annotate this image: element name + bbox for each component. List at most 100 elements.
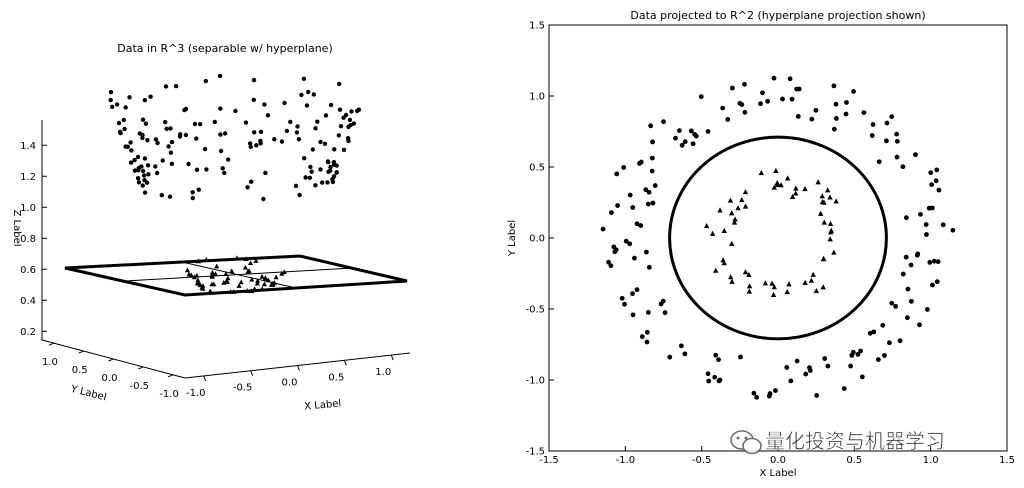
data-point-circle-3d: [308, 164, 313, 170]
data-point-circle: [940, 222, 946, 228]
data-point-circle: [630, 205, 636, 210]
data-point-circle-3d: [183, 132, 189, 138]
data-point-circle: [831, 83, 837, 89]
data-point-circle: [887, 340, 892, 346]
data-point-circle-3d: [190, 195, 195, 201]
data-point-circle: [929, 205, 935, 211]
data-point-circle: [606, 259, 611, 265]
z-tick-label: 1.0: [20, 203, 36, 214]
y-tick-mark: [167, 374, 174, 378]
data-point-circle-3d: [121, 117, 127, 123]
data-point-circle-3d: [140, 168, 146, 174]
data-point-triangle-3d: [191, 274, 197, 280]
data-point-triangle-3d: [242, 264, 248, 270]
z-tick-label: 0.8: [20, 234, 36, 245]
data-point-circle-3d: [135, 154, 141, 160]
data-point-circle: [923, 222, 929, 227]
data-point-circle: [706, 378, 712, 384]
z-ticks: 0.2 0.4 0.6 0.8 1.0 1.2 1.4: [20, 141, 47, 338]
data-point-triangle: [810, 271, 816, 277]
data-point-circle-3d: [160, 158, 165, 163]
data-point-circle: [803, 371, 809, 377]
x-tick-mark: [343, 360, 347, 366]
data-point-circle: [950, 227, 956, 233]
data-point-circle: [908, 262, 914, 268]
data-point-triangle: [821, 199, 827, 205]
x-tick-label: -1.5: [539, 455, 559, 466]
data-point-circle: [855, 351, 861, 357]
data-point-circle: [716, 357, 721, 363]
data-point-circle-3d: [108, 97, 113, 103]
data-point-triangle: [821, 219, 827, 225]
data-point-circle: [612, 249, 618, 255]
data-point-circle: [914, 252, 920, 258]
data-point-triangle: [827, 229, 834, 235]
data-point-circle: [789, 96, 795, 102]
data-point-circle-3d: [288, 119, 293, 125]
data-point-circle: [884, 120, 890, 126]
data-point-triangle: [732, 216, 738, 222]
data-point-triangle: [819, 193, 825, 199]
data-point-circle: [737, 100, 743, 106]
data-point-circle-3d: [123, 144, 128, 149]
x-tick-label: 1.0: [375, 367, 391, 378]
x-tick-mark: [250, 370, 254, 376]
y-tick-label: -1.0: [525, 376, 545, 387]
data-point-triangle: [762, 280, 769, 286]
data-point-circle-3d: [168, 150, 174, 155]
data-point-circle: [690, 141, 696, 147]
data-point-circle: [784, 365, 790, 370]
data-point-circle-3d: [247, 141, 253, 146]
data-point-circle-3d: [129, 148, 134, 153]
x-tick-label: -1.0: [616, 455, 636, 466]
data-point-circle: [645, 201, 651, 207]
data-point-circle-3d: [218, 106, 223, 111]
data-point-circle-3d: [294, 130, 300, 135]
data-point-triangle: [746, 283, 753, 289]
data-point-circle: [903, 254, 909, 260]
data-point-circle: [882, 353, 887, 358]
series-circles-2d: [600, 75, 956, 400]
data-point-circle-3d: [117, 129, 123, 134]
data-point-circle-3d: [127, 95, 132, 100]
data-point-triangle: [721, 260, 727, 266]
data-point-circle: [796, 86, 802, 92]
data-point-circle-3d: [332, 147, 337, 152]
data-point-circle: [751, 390, 757, 396]
data-point-circle: [637, 161, 642, 166]
data-point-circle: [725, 117, 731, 122]
data-point-circle: [813, 107, 819, 113]
x-tick-label: -0.5: [233, 383, 253, 394]
data-point-circle-3d: [145, 163, 151, 168]
data-point-triangle: [731, 219, 738, 225]
data-point-circle: [875, 357, 881, 362]
data-point-triangle-3d: [253, 258, 259, 263]
data-point-circle: [658, 301, 664, 307]
data-point-circle-3d: [173, 83, 179, 89]
data-point-circle-3d: [168, 126, 173, 131]
y-tick-label: 0.5: [529, 163, 545, 174]
data-point-circle-3d: [318, 139, 323, 145]
data-point-circle: [933, 178, 939, 184]
data-point-circle-3d: [132, 168, 138, 173]
data-point-triangle: [802, 279, 808, 285]
data-point-triangle-3d: [243, 256, 249, 262]
data-point-circle: [825, 363, 831, 369]
data-point-circle: [698, 94, 704, 100]
data-point-circle-3d: [144, 180, 150, 185]
data-point-circle: [834, 116, 839, 121]
data-point-triangle: [727, 197, 734, 203]
plot-frame-2d: [548, 24, 1008, 452]
data-point-circle: [841, 386, 847, 391]
data-point-circle: [795, 114, 801, 119]
data-point-triangle-3d: [248, 260, 254, 265]
data-point-circle: [889, 300, 895, 306]
data-point-circle-3d: [328, 164, 333, 170]
data-point-circle: [787, 76, 793, 82]
data-point-circle: [742, 109, 748, 115]
data-point-circle: [917, 322, 922, 328]
data-point-circle-3d: [140, 117, 146, 122]
data-point-circle-3d: [282, 100, 287, 106]
x-tick-label: 1.5: [999, 455, 1015, 466]
data-point-circle: [929, 182, 935, 188]
